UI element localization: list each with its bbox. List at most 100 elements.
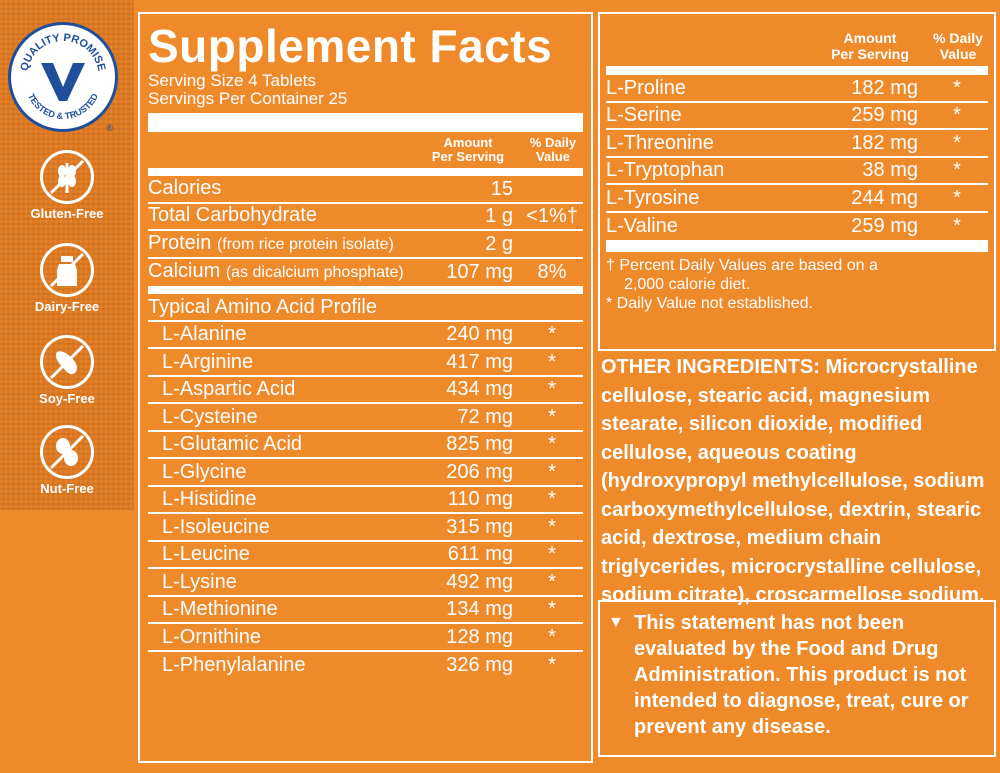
item-daily-value: *: [548, 625, 556, 648]
item-name-text: Total Carbohydrate: [148, 204, 317, 227]
item-daily-value: *: [548, 378, 556, 401]
item-note: (from rice protein isolate): [216, 235, 394, 253]
other-ingredients-text: Microcrystalline cellulose, stearic acid…: [601, 356, 985, 606]
dv-header-line: % Daily: [933, 30, 983, 46]
item-daily-value: *: [953, 215, 961, 238]
free-label: Gluten-Free: [30, 206, 104, 221]
item-amount: 72 mg: [457, 405, 513, 428]
item-name: L-Phenylalanine: [148, 652, 418, 678]
item-name-text: L-Methionine: [162, 598, 278, 621]
amount-header-line: Amount: [443, 135, 493, 150]
item-name: L-Alanine: [148, 321, 418, 347]
item-name: Total Carbohydrate: [148, 202, 418, 230]
item-amount: 315 mg: [446, 515, 513, 538]
item-name: L-Aspartic Acid: [148, 376, 418, 402]
item-name-text: L-Tyrosine: [606, 186, 700, 209]
item-name: L-Threonine: [606, 130, 808, 156]
medium-divider: [606, 66, 988, 75]
dairy-free-item: Dairy-Free: [0, 243, 134, 314]
medium-divider: [148, 286, 583, 294]
item-name: L-Leucine: [148, 541, 418, 567]
other-ingredients: OTHER INGREDIENTS: Microcrystalline cell…: [601, 353, 996, 610]
other-ingredients-label: OTHER INGREDIENTS:: [601, 356, 820, 378]
item-name-text: L-Leucine: [162, 543, 250, 566]
item-name: L-Methionine: [148, 596, 418, 622]
item-name: Calcium (as dicalcium phosphate): [148, 258, 418, 286]
item-name: L-Histidine: [148, 486, 418, 512]
fda-statement-panel: ▼ This statement has not been evaluated …: [598, 600, 996, 757]
item-daily-value: *: [953, 186, 961, 209]
item-name: L-Serine: [606, 102, 808, 128]
free-label: Nut-Free: [40, 481, 94, 496]
item-name-text: L-Cysteine: [162, 405, 258, 428]
item-amount: 107 mg: [446, 261, 513, 284]
item-daily-value: *: [548, 654, 556, 677]
peanut-icon: [40, 425, 94, 479]
supplement-facts-continued-panel: Amount Per Serving % Daily Value L-Proli…: [598, 12, 996, 351]
item-name-text: L-Glycine: [162, 460, 247, 483]
amino-acid-row: L-Leucine 611 mg *: [148, 541, 583, 569]
item-daily-value: *: [548, 598, 556, 621]
nutrient-row: Calcium (as dicalcium phosphate) 107 mg 8%: [148, 259, 583, 287]
amino-acid-row: L-Lysine 492 mg *: [148, 569, 583, 597]
amount-header-line: Amount: [843, 30, 897, 46]
item-amount: 2 g: [485, 232, 513, 255]
registered-mark: ®: [106, 123, 113, 133]
item-amount: 38 mg: [862, 159, 918, 182]
footnote-asterisk: * Daily Value not established.: [606, 295, 813, 312]
item-name-text: L-Phenylalanine: [162, 654, 306, 677]
item-amount: 15: [490, 177, 513, 200]
item-daily-value: *: [953, 76, 961, 99]
svg-text:QUALITY PROMISE: QUALITY PROMISE: [18, 32, 107, 72]
supplement-facts-panel: Supplement Facts Serving Size 4 Tablets …: [138, 12, 593, 763]
item-name-text: Calories: [148, 176, 222, 199]
chevron-down-icon: ▼: [608, 614, 624, 631]
column-header: Amount Per Serving % Daily Value: [606, 14, 988, 62]
item-amount: 134 mg: [446, 598, 513, 621]
item-name-text: L-Aspartic Acid: [162, 378, 296, 401]
item-amount: 182 mg: [851, 131, 918, 154]
amino-acid-list-continued: L-Proline 182 mg * L-Serine 259 mg * L-Threoni…: [606, 75, 988, 240]
amino-acid-row: L-Glutamic Acid 825 mg *: [148, 432, 583, 459]
item-amount: 825 mg: [446, 433, 513, 456]
footnote-dagger: † Percent Daily Values are based on a: [606, 257, 878, 274]
quality-badge-icon: QUALITY PROMISE TESTED & TRUSTED: [18, 32, 107, 121]
item-daily-value: *: [548, 350, 556, 373]
item-name: L-Glycine: [148, 459, 418, 485]
amino-acid-row: L-Cysteine 72 mg *: [148, 404, 583, 432]
item-name: L-Ornithine: [148, 624, 418, 650]
amino-acid-row: L-Serine 259 mg *: [606, 102, 988, 130]
item-name-text: L-Valine: [606, 215, 678, 238]
item-name-text: Protein: [148, 231, 212, 254]
item-daily-value: *: [548, 405, 556, 428]
amino-acid-row: L-Proline 182 mg *: [606, 75, 988, 103]
dv-header: % Daily Value: [523, 136, 583, 164]
item-daily-value: *: [548, 433, 556, 456]
amino-acid-list: L-Alanine 240 mg * L-Arginine 417 mg * L-Aspar…: [148, 322, 583, 680]
item-name: L-Isoleucine: [148, 514, 418, 540]
footnote-dagger-cont: 2,000 calorie diet.: [624, 276, 751, 293]
servings-per-container: Servings Per Container 25: [148, 89, 348, 108]
amino-acid-row: L-Valine 259 mg *: [606, 213, 988, 241]
item-daily-value: *: [953, 131, 961, 154]
item-amount: 434 mg: [446, 378, 513, 401]
medium-divider: [148, 168, 583, 176]
item-daily-value: *: [953, 104, 961, 127]
amino-acid-row: L-Tryptophan 38 mg *: [606, 158, 988, 185]
item-name-text: L-Ornithine: [162, 625, 261, 648]
amino-heading: Typical Amino Acid Profile: [148, 295, 377, 318]
item-daily-value: <1%†: [526, 205, 578, 228]
item-daily-value: *: [548, 515, 556, 538]
amount-header-line: Per Serving: [831, 46, 909, 62]
amino-heading-row: Typical Amino Acid Profile: [148, 294, 583, 322]
amino-acid-row: L-Threonine 182 mg *: [606, 130, 988, 158]
item-note: (as dicalcium phosphate): [225, 264, 404, 282]
item-daily-value: *: [548, 460, 556, 483]
item-name: L-Proline: [606, 75, 808, 101]
item-daily-value: 8%: [537, 261, 567, 284]
amount-header-line: Per Serving: [431, 149, 505, 164]
item-name-text: L-Tryptophan: [606, 159, 725, 182]
amino-acid-row: L-Tyrosine 244 mg *: [606, 185, 988, 213]
amino-acid-row: L-Isoleucine 315 mg *: [148, 514, 583, 542]
free-from-sidebar: QUALITY PROMISE TESTED & TRUSTED ® Glute…: [0, 0, 134, 510]
